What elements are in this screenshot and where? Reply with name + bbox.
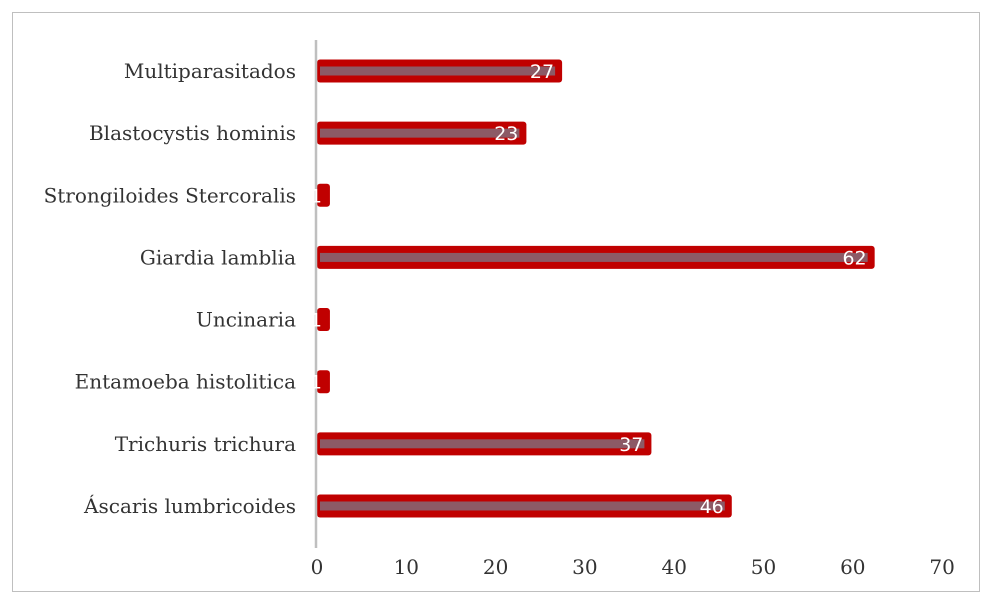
category-labels: Multiparasitados Blastocystis hominis Stro…: [44, 59, 297, 518]
category-label-trichuris-trichura: Trichuris trichura: [115, 432, 296, 456]
x-tick-label-10: 10: [394, 555, 419, 579]
bar-fill-ascaris-lumbricoides: [320, 501, 725, 511]
category-label-blastocystis-hominis: Blastocystis hominis: [89, 121, 296, 145]
data-label-multiparasitados: 27: [530, 61, 554, 83]
category-label-giardia-lamblia: Giardia lamblia: [140, 245, 296, 269]
x-tick-label-70: 70: [929, 555, 954, 579]
category-label-ascaris-lumbricoides: Áscaris lumbricoides: [83, 494, 296, 518]
bar-fill-trichuris-trichura: [320, 439, 645, 449]
data-labels: 27 23 1 62 1 1 37 46: [310, 61, 867, 518]
data-label-ascaris-lumbricoides: 46: [700, 496, 724, 518]
bar-strongiloides-stercoralis: [317, 183, 330, 207]
category-label-entamoeba-histolitica: Entamoeba histolitica: [75, 370, 296, 394]
data-label-blastocystis-hominis: 23: [494, 123, 518, 145]
data-label-uncinaria: 1: [310, 310, 322, 332]
x-tick-label-40: 40: [661, 555, 686, 579]
category-label-uncinaria: Uncinaria: [196, 308, 296, 332]
x-tick-label-50: 50: [751, 555, 776, 579]
category-label-strongiloides-stercoralis: Strongiloides Stercoralis: [44, 183, 296, 207]
bar-fill-giardia-lamblia: [320, 252, 868, 262]
bar-fill-multiparasitados: [320, 66, 556, 76]
x-tick-labels: 0 10 20 30 40 50 60 70: [311, 555, 955, 579]
data-label-trichuris-trichura: 37: [619, 434, 643, 456]
data-label-entamoeba-histolitica: 1: [310, 372, 322, 394]
x-tick-label-60: 60: [840, 555, 865, 579]
x-tick-label-0: 0: [311, 555, 324, 579]
category-label-multiparasitados: Multiparasitados: [124, 59, 296, 83]
bar-entamoeba-histolitica: [317, 370, 330, 394]
x-tick-label-30: 30: [572, 555, 597, 579]
bars-layer: [317, 59, 875, 518]
data-label-giardia-lamblia: 62: [842, 247, 866, 269]
x-tick-label-20: 20: [483, 555, 508, 579]
bar-uncinaria: [317, 308, 330, 332]
bar-fill-blastocystis-hominis: [320, 128, 520, 138]
data-label-strongiloides-stercoralis: 1: [310, 185, 322, 207]
